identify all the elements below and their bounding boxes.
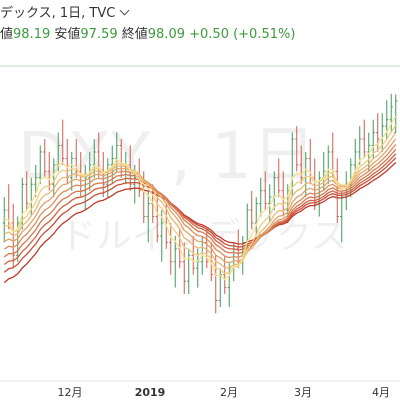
low-value: 97.59 (80, 27, 118, 42)
high-label: 値 (0, 27, 14, 42)
ma-line-20 (3, 148, 397, 258)
legend-ohlc-row: 値98.19 安値97.59 終値98.09 +0.50 (+0.51%) (0, 23, 295, 42)
x-tick-label: 2019 (135, 386, 166, 399)
x-tick-label: 3月 (294, 386, 312, 399)
ma-line-14 (3, 138, 397, 264)
ma-line-17 (3, 143, 397, 259)
ma-ribbon-group (3, 115, 397, 284)
close-value: 98.09 (147, 27, 185, 42)
x-tick-label: 12月 (58, 386, 83, 399)
x-tick-label: 2月 (220, 386, 238, 399)
ma-line-5 (4, 115, 397, 281)
ma-line-8 (4, 124, 397, 275)
x-axis: 12月 2019 2月 3月 4月 (58, 386, 391, 399)
chart-legend: デックス, 1日, TVC 値98.19 安値97.59 終値98.09 +0.… (0, 2, 295, 42)
ma-line-30 (3, 162, 397, 284)
change-value: +0.50 (+0.51%) (189, 27, 296, 42)
low-label: 安値 (54, 27, 81, 42)
ma-line-11 (4, 132, 397, 269)
x-tick-label: 4月 (372, 386, 390, 399)
close-label: 終値 (121, 27, 148, 42)
legend-title-row: デックス, 1日, TVC (0, 2, 295, 21)
high-value: 98.19 (13, 27, 51, 42)
legend-title: デックス, 1日, TVC (0, 6, 116, 21)
ma-line-23 (3, 153, 397, 266)
ma-line-26 (3, 157, 397, 273)
